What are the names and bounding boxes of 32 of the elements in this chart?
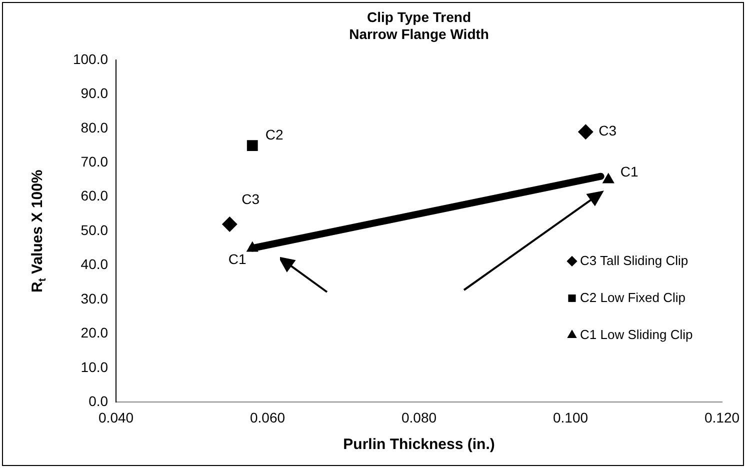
legend-label: C1 Low Sliding Clip (580, 326, 693, 342)
x-tick-label: 0.080 (401, 409, 437, 426)
y-tick-label: 20.0 (80, 324, 108, 341)
y-tick-label: 0.0 (88, 393, 108, 410)
annotation: C3 (598, 122, 617, 139)
y-tick-label: 80.0 (80, 119, 108, 136)
y-tick-label: 30.0 (80, 290, 108, 306)
point (602, 173, 614, 184)
y-tick-label: 50.0 (80, 222, 108, 238)
annotation: C1 (228, 251, 246, 268)
legend-label: C2 Low Fixed Clip (580, 290, 686, 305)
point (578, 124, 594, 140)
chart-title: Clip Type Trend Narrow Flange Width (349, 8, 489, 42)
y-tick-label: 90.0 (80, 85, 108, 102)
y-axis-title: Rt Values X 100% (29, 170, 48, 292)
x-tick-label: 0.100 (552, 409, 588, 426)
x-tick-label: 0.040 (98, 409, 134, 426)
x-tick-label: 0.060 (250, 409, 286, 426)
annotation: C1 (620, 164, 638, 180)
y-tick-label: 60.0 (80, 188, 108, 204)
y-tick-label: 70.0 (80, 154, 108, 170)
annotation: C2 (265, 126, 284, 142)
x-tick-label: 0.120 (704, 409, 740, 426)
x-axis-title: Purlin Thickness (in.) (343, 436, 495, 454)
point (246, 242, 258, 252)
point (246, 140, 258, 151)
y-tick-label: 40.0 (80, 256, 108, 272)
legend-label: C3 Tall Sliding Clip (580, 252, 688, 268)
y-tick-label: 100.0 (72, 50, 108, 67)
annotation: C3 (242, 191, 260, 208)
point (222, 216, 238, 232)
y-tick-label: 10.0 (80, 358, 108, 375)
